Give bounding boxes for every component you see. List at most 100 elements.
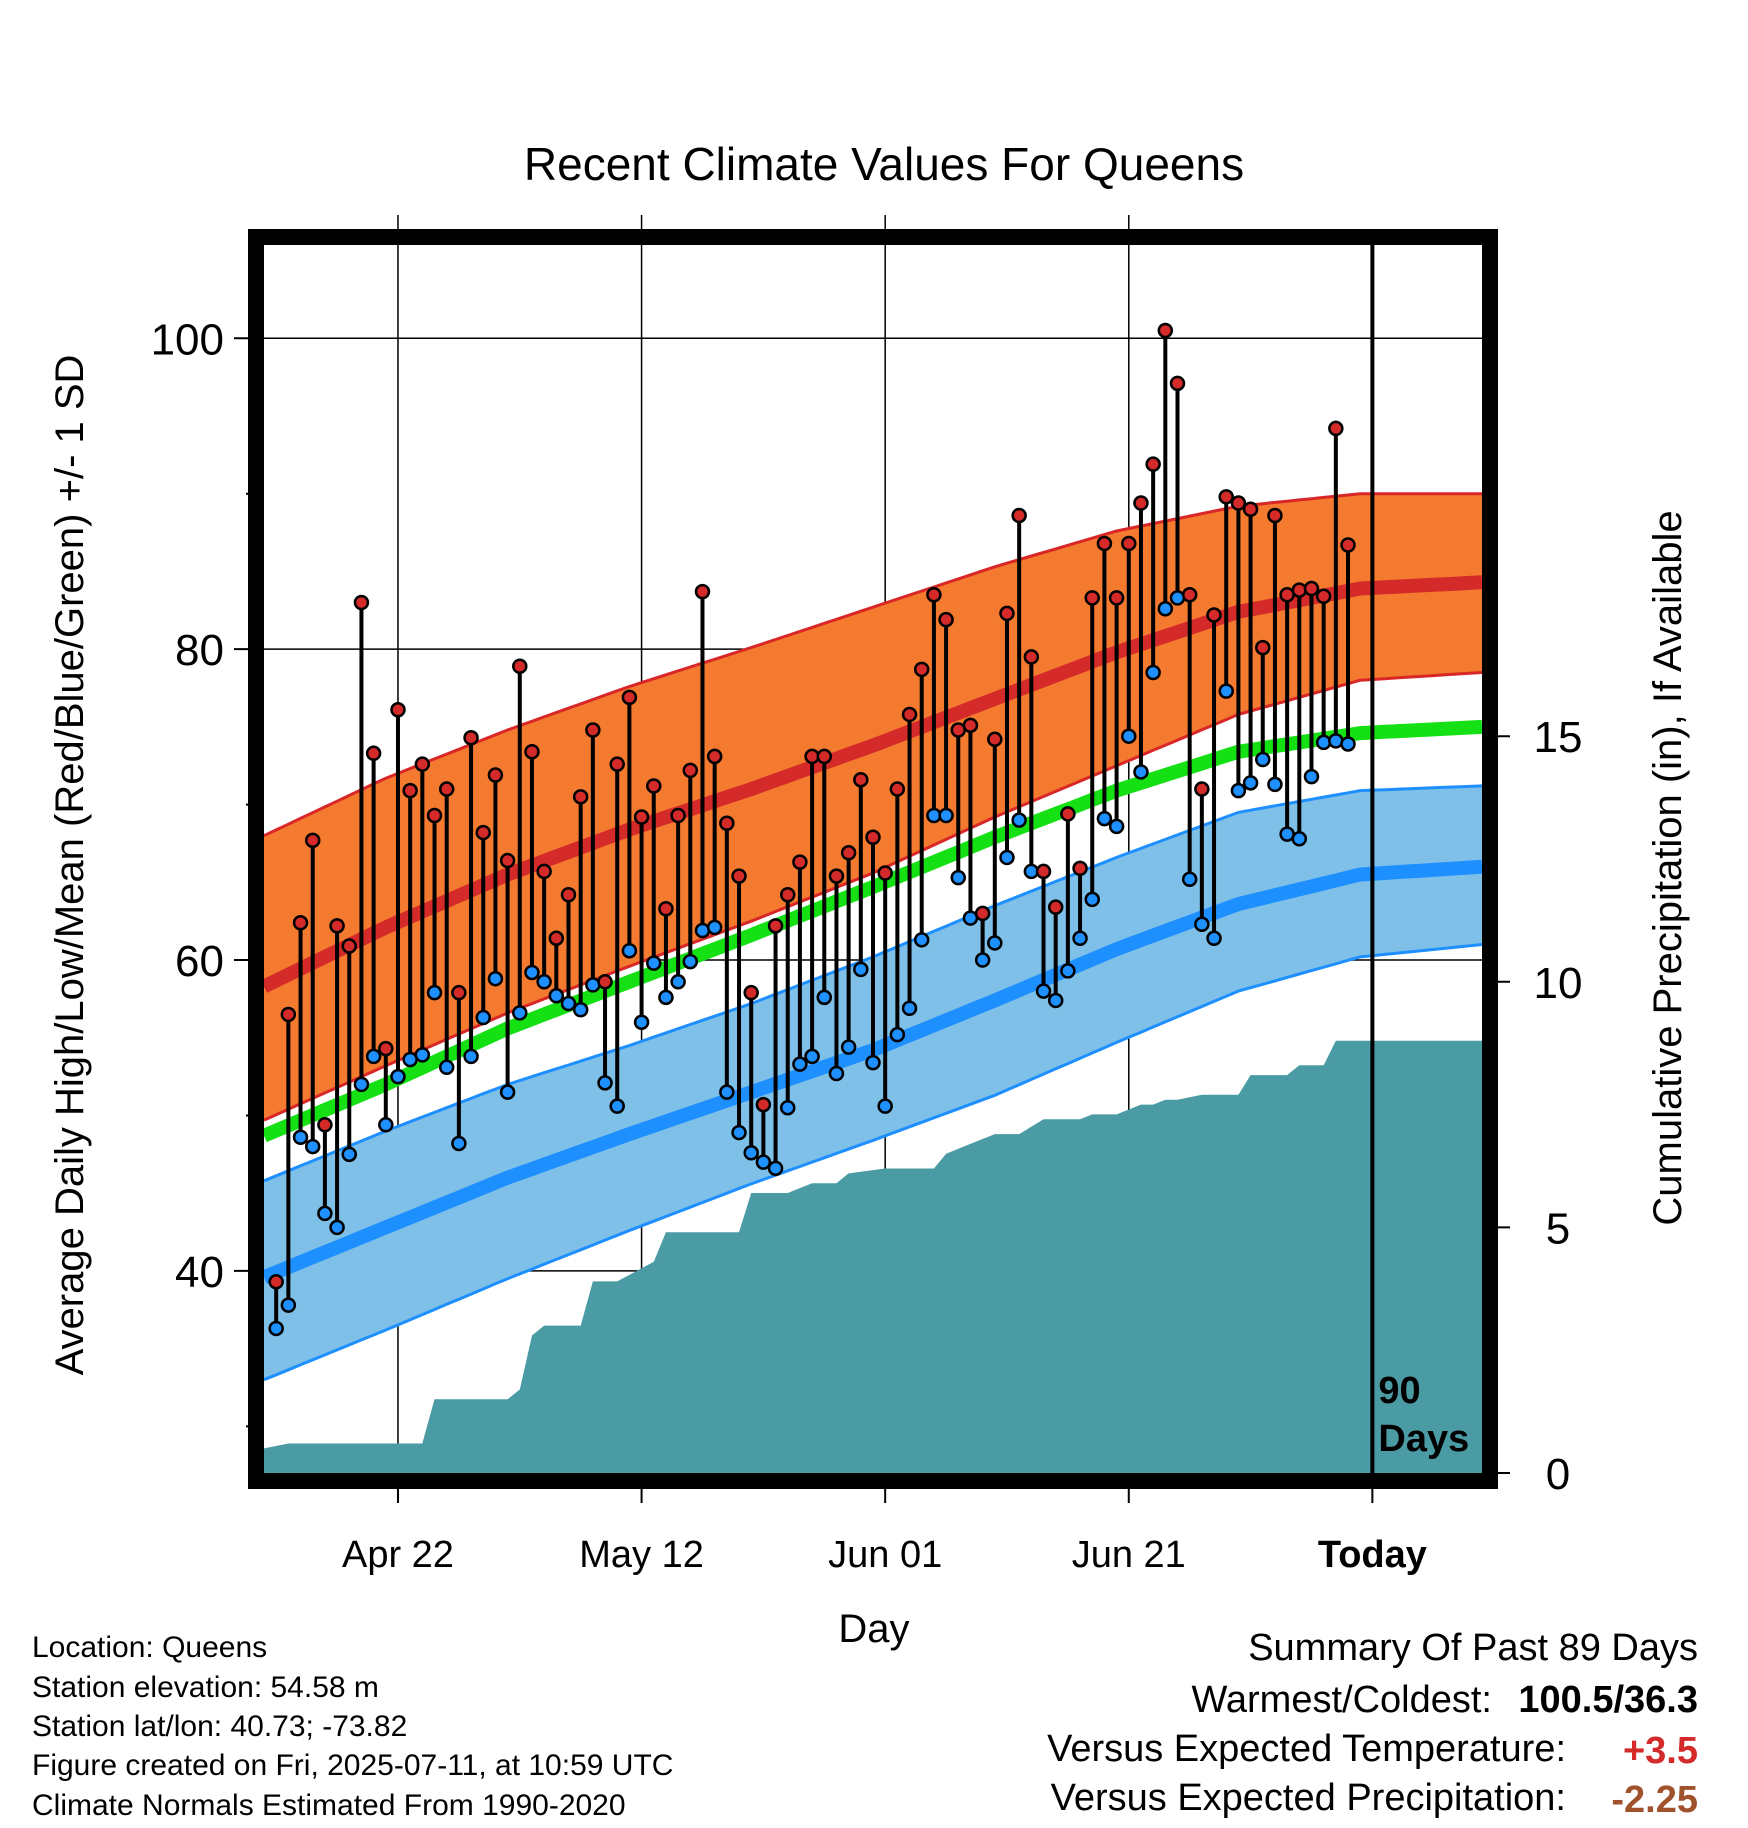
low-point: [1291, 831, 1308, 847]
low-point: [743, 1145, 759, 1161]
low-point: [853, 961, 869, 978]
high-point: [1145, 456, 1161, 472]
high-point: [889, 781, 906, 797]
footer-latlon: Station lat/lon: 40.73; -73.82: [32, 1710, 407, 1743]
low-point: [341, 1146, 358, 1163]
high-point: [1108, 590, 1125, 606]
y2-axis-label: Cumulative Precipitation (in), If Availa…: [1646, 510, 1690, 1225]
high-point: [426, 807, 443, 824]
low-point: [950, 869, 967, 886]
low-point: [1011, 812, 1027, 828]
summary-warmcold-label: Warmest/Coldest:: [1191, 1679, 1492, 1721]
high-point: [402, 782, 418, 799]
x-axis-ticks: Apr 22 May 12 Jun 01 Jun 21 Today: [342, 1481, 1427, 1576]
low-point: [1108, 818, 1125, 835]
high-point: [621, 689, 638, 706]
high-point: [1181, 586, 1198, 603]
low-point: [755, 1154, 772, 1170]
high-point: [1206, 607, 1222, 623]
low-point: [378, 1117, 394, 1133]
high-point: [938, 611, 954, 628]
low-point: [487, 970, 504, 987]
high-point: [378, 1040, 394, 1057]
high-point: [280, 1006, 297, 1023]
high-point: [853, 771, 869, 788]
high-point: [1023, 649, 1040, 665]
high-point: [779, 887, 796, 903]
summary-box: Summary Of Past 89 Days Warmest/Coldest:…: [1047, 1627, 1698, 1821]
high-point: [341, 938, 358, 954]
y-tick-label: 80: [175, 626, 224, 675]
y-tick-label: 100: [151, 315, 224, 364]
high-point: [1230, 495, 1247, 511]
high-point: [1035, 863, 1052, 880]
high-point: [353, 594, 370, 611]
low-point: [451, 1135, 467, 1152]
low-point: [512, 1005, 528, 1021]
low-point: [426, 984, 443, 1001]
high-point: [463, 730, 479, 746]
x-tick-label: Today: [1318, 1534, 1427, 1576]
low-point: [585, 977, 601, 993]
high-point: [451, 984, 467, 1001]
high-point: [1133, 495, 1149, 511]
low-point: [317, 1205, 333, 1222]
low-point: [475, 1009, 491, 1026]
low-point: [987, 935, 1003, 951]
high-point: [304, 832, 321, 849]
low-point: [560, 995, 577, 1012]
high-point: [926, 586, 942, 603]
low-point: [414, 1047, 431, 1063]
low-point: [938, 807, 954, 824]
x-axis-label: Day: [838, 1607, 909, 1651]
high-point: [901, 706, 918, 723]
low-point: [304, 1138, 321, 1155]
high-point: [536, 863, 552, 880]
low-point: [706, 919, 723, 936]
low-point: [292, 1129, 309, 1145]
high-point: [1218, 489, 1234, 505]
high-point: [1072, 860, 1088, 877]
high-point: [317, 1117, 333, 1133]
low-point: [804, 1048, 820, 1065]
low-point: [1157, 600, 1174, 617]
low-point: [1340, 736, 1356, 752]
high-point: [755, 1096, 772, 1113]
low-point: [682, 953, 699, 970]
high-point: [1169, 375, 1186, 392]
low-point: [865, 1054, 881, 1071]
summary-temp-value: +3.5: [1623, 1730, 1698, 1772]
footer-location: Location: Queens: [32, 1631, 267, 1664]
low-point: [1060, 963, 1076, 979]
low-point: [1230, 782, 1247, 799]
low-point: [1035, 983, 1052, 999]
low-point: [1194, 916, 1210, 933]
low-point: [816, 989, 833, 1006]
precip-area-shape: [264, 1040, 1482, 1473]
low-point: [1169, 590, 1186, 606]
low-point: [633, 1014, 650, 1030]
low-point: [767, 1160, 784, 1177]
high-point: [548, 930, 565, 947]
today-days-label-unit: Days: [1378, 1418, 1469, 1460]
high-point: [828, 868, 845, 884]
high-point: [499, 852, 516, 869]
low-point: [1328, 733, 1344, 749]
low-point: [280, 1297, 297, 1313]
high-point: [1096, 535, 1113, 552]
low-point: [1267, 776, 1283, 793]
high-point: [1121, 535, 1137, 552]
high-point: [913, 661, 930, 678]
low-point: [913, 932, 930, 948]
low-point: [901, 1000, 918, 1016]
high-point: [597, 974, 613, 990]
low-sd-band: [264, 785, 1482, 1380]
high-point: [999, 605, 1015, 622]
chart-title: Recent Climate Values For Queens: [524, 138, 1244, 190]
high-point: [1328, 420, 1344, 437]
low-point: [974, 952, 991, 968]
high-point: [1267, 507, 1283, 524]
high-point: [512, 658, 528, 675]
high-point: [633, 809, 650, 825]
